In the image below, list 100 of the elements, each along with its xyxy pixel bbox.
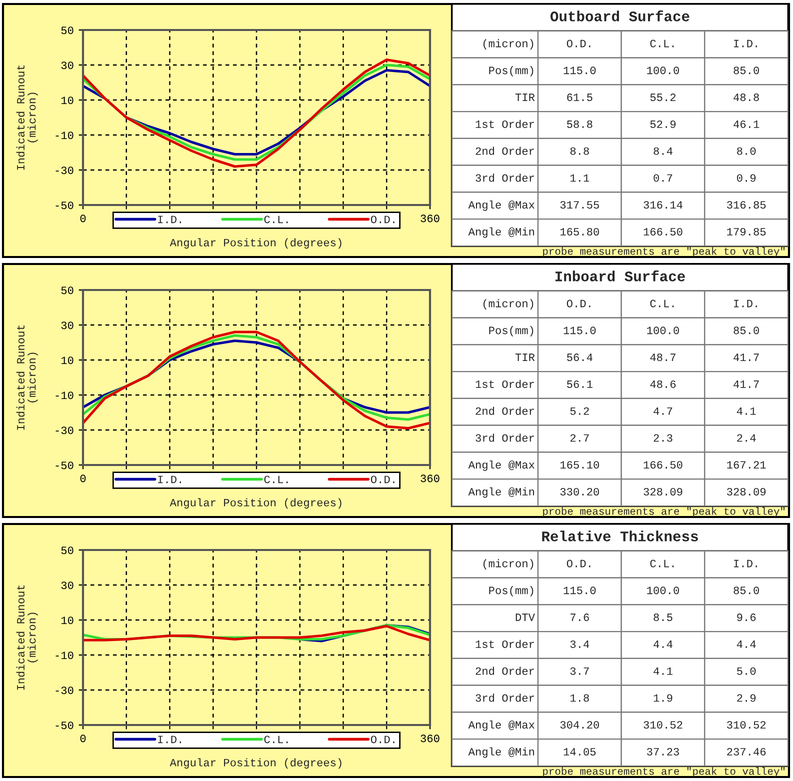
y-tick-label: -50 <box>56 722 74 730</box>
y-axis-title: Indicated Runout (micron) <box>16 65 38 170</box>
text: Pos(mm) <box>489 586 534 596</box>
text: (micron) <box>484 39 534 50</box>
text: 3rd Order <box>476 694 534 702</box>
text: 4.7 <box>654 407 672 415</box>
text: 179.85 <box>727 228 766 236</box>
text: 14.05 <box>564 748 596 756</box>
text: Outboard Surface <box>550 10 690 22</box>
text: 41.7 <box>734 380 759 388</box>
legend-label: I.D. <box>158 736 182 744</box>
text: 8.8 <box>570 147 589 155</box>
x-axis-title: Angular Position (degrees) <box>170 238 342 249</box>
text: Angle @Max <box>468 200 534 211</box>
text: 1.9 <box>654 694 672 702</box>
text: 85.0 <box>734 586 759 594</box>
text: 317.55 <box>560 201 599 209</box>
text: DTV <box>516 614 535 621</box>
text: I.D. <box>734 300 757 308</box>
x-tick-label: 360 <box>420 734 440 742</box>
text: 328.09 <box>644 488 682 496</box>
text: 1st Order <box>476 380 534 388</box>
text: 100.0 <box>647 326 679 334</box>
text: Angle @Min <box>468 227 534 238</box>
text: 46.1 <box>734 120 760 128</box>
text: Angle @Min <box>468 747 534 758</box>
text: 328.09 <box>727 488 766 496</box>
text: 61.5 <box>567 94 592 102</box>
text: 165.80 <box>560 228 599 236</box>
text: 100.0 <box>647 66 679 74</box>
text: 41.7 <box>734 354 759 361</box>
text: 48.6 <box>650 380 676 388</box>
text: 56.1 <box>567 380 592 388</box>
y-tick-label: -10 <box>56 652 74 660</box>
x-axis-title: Angular Position (degrees) <box>170 498 342 509</box>
text: Pos(mm) <box>489 326 534 336</box>
text: 3rd Order <box>476 174 534 182</box>
x-axis-title: Angular Position (degrees) <box>170 758 342 769</box>
text: 85.0 <box>734 326 759 334</box>
text: C.L. <box>650 300 674 308</box>
text: 3.7 <box>570 667 589 675</box>
text: 4.4 <box>736 640 756 648</box>
text: 2.4 <box>737 434 756 442</box>
y-tick-label: 10 <box>61 356 74 364</box>
text: 8.5 <box>654 614 672 622</box>
legend-label: O.D. <box>370 216 394 224</box>
text: 55.2 <box>650 94 676 102</box>
y-tick-label: -30 <box>56 426 74 434</box>
text: 237.46 <box>727 748 766 756</box>
y-tick-label: 30 <box>61 62 74 70</box>
text: 52.9 <box>650 120 676 128</box>
text: 2nd Order <box>476 146 534 155</box>
legend-label: I.D. <box>158 476 182 484</box>
text: TIR <box>515 354 535 361</box>
text: 2.3 <box>654 434 672 442</box>
text: I.D. <box>734 40 757 48</box>
text: 2.9 <box>737 694 756 702</box>
text: 166.50 <box>644 228 682 236</box>
text: 115.0 <box>564 586 596 594</box>
y-tick-label: -30 <box>56 686 74 694</box>
text: C.L. <box>650 560 674 568</box>
text: 1.8 <box>570 694 589 702</box>
text: probe measurements are "peak to valley" <box>543 767 785 777</box>
legend-label: O.D. <box>370 476 394 484</box>
text: 4.1 <box>736 407 756 415</box>
text: Inboard Surface <box>555 270 685 282</box>
text: Angle @Max <box>468 720 534 731</box>
text: Pos(mm) <box>489 66 534 76</box>
text: 115.0 <box>564 66 596 74</box>
text: 304.20 <box>560 721 599 729</box>
y-tick-label: -30 <box>56 166 74 174</box>
text: 56.4 <box>567 354 592 362</box>
text: 3.4 <box>570 640 590 648</box>
y-tick-label: 10 <box>61 616 74 624</box>
text: O.D. <box>566 300 590 308</box>
legend-label: C.L. <box>264 216 288 224</box>
y-tick-label: 10 <box>61 96 74 104</box>
legend-label: I.D. <box>158 216 182 224</box>
text: 8.0 <box>737 147 756 155</box>
text: 85.0 <box>734 66 759 74</box>
text: 58.8 <box>567 120 592 128</box>
text: 100.0 <box>647 586 679 594</box>
text: 7.6 <box>570 614 589 622</box>
text: 2.7 <box>570 434 589 442</box>
text: (micron) <box>484 559 534 570</box>
x-tick-label: 0 <box>80 474 86 482</box>
text: 2nd Order <box>476 406 534 415</box>
y-tick-label: -10 <box>56 132 74 140</box>
y-tick-label: -50 <box>56 462 74 470</box>
text: 4.4 <box>654 640 672 648</box>
text: 310.52 <box>644 721 682 729</box>
y-axis-title: Indicated Runout (micron) <box>16 585 38 690</box>
text: 2nd Order <box>476 666 534 675</box>
x-tick-label: 360 <box>420 474 440 482</box>
text: 9.6 <box>737 614 756 622</box>
x-tick-label: 0 <box>80 214 86 222</box>
legend-label: C.L. <box>264 476 288 484</box>
y-axis-title: Indicated Runout (micron) <box>16 325 38 430</box>
text: 5.0 <box>737 667 756 675</box>
text: 330.20 <box>560 488 599 496</box>
